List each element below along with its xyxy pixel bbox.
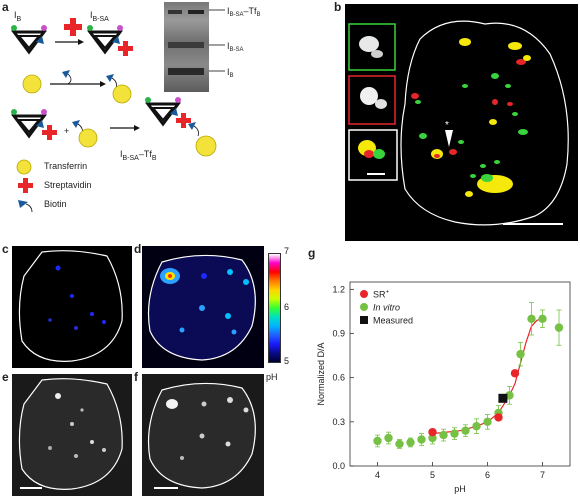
legend-label: SR+ xyxy=(373,290,390,300)
in-vitro-point xyxy=(450,429,459,438)
legend-label: Measured xyxy=(373,316,413,326)
legend-streptavidin-icon xyxy=(18,178,33,193)
panel-d-letter: d xyxy=(134,242,142,256)
asterisk-label: * xyxy=(445,120,449,131)
endosome-spots xyxy=(411,38,531,197)
in-vitro-point xyxy=(428,433,437,443)
data-points xyxy=(373,302,564,449)
panel-f-letter: f xyxy=(134,370,138,384)
y-axis-label: Normalized D/A xyxy=(316,342,326,405)
in-vitro-point xyxy=(554,323,564,332)
product-complex-icon xyxy=(145,97,217,157)
x-axis-ticks: 4 5 6 7 xyxy=(375,462,545,480)
ph-calibration-chart: 0.0 0.3 0.6 0.9 1.2 4 5 6 7 Normalized D/A pH S… xyxy=(316,281,571,494)
y-tick-label: 0.0 xyxy=(332,461,345,471)
gel-label-ib: IB xyxy=(227,67,234,79)
legend-biotin: Biotin xyxy=(44,199,67,209)
panel-a-schematic: IB IB-SA + xyxy=(11,10,217,213)
panel-b-image: * xyxy=(345,4,578,241)
legend-streptavidin-label: Streptavidin xyxy=(44,180,92,190)
chart-legend: SR+ In vitro Measured xyxy=(360,290,413,326)
y-tick-label: 0.9 xyxy=(332,329,345,339)
plot-frame xyxy=(349,281,571,467)
gel-annotations: IB-SA–TfB IB-SA IB xyxy=(209,6,261,79)
panel-b-letter: b xyxy=(334,0,342,14)
ibsa-reactant-icon xyxy=(11,109,57,140)
panel-g-letter: g xyxy=(308,246,316,260)
gel-image xyxy=(164,2,209,92)
streptavidin-icon xyxy=(64,18,82,36)
x-tick-label: 7 xyxy=(540,470,545,480)
in-vitro-point xyxy=(384,433,393,443)
in-vitro-point xyxy=(461,426,470,435)
colorbar-unit: pH xyxy=(266,372,278,382)
measured-point xyxy=(498,393,508,403)
ibsa-label: IB-SA xyxy=(90,10,109,23)
svg-text:+: + xyxy=(64,126,69,136)
x-tick-label: 6 xyxy=(485,470,490,480)
legend-streptavidin: Streptavidin xyxy=(44,180,92,190)
y-axis-ticks: 0.0 0.3 0.6 0.9 1.2 xyxy=(332,284,354,471)
y-tick-label: 1.2 xyxy=(332,284,345,294)
panel-c-letter: c xyxy=(2,242,9,256)
in-vitro-point xyxy=(395,439,404,449)
product-label: IB-SA–TfB xyxy=(120,149,157,162)
legend-transferrin-label: Transferrin xyxy=(44,161,88,171)
ib-triangle-icon xyxy=(11,25,47,55)
sr-point xyxy=(494,413,503,422)
cell-outline-e xyxy=(18,378,123,490)
legend-biotin-label: Biotin xyxy=(44,199,67,209)
legend-biotin-icon xyxy=(18,200,28,208)
legend-sr-marker xyxy=(360,290,368,298)
ib-label: IB xyxy=(14,10,22,23)
ph-colorbar xyxy=(268,253,281,363)
panel-e-image xyxy=(12,374,132,496)
in-vitro-point xyxy=(527,314,536,323)
panel-d-image xyxy=(142,246,264,368)
panel-e-letter: e xyxy=(2,370,9,384)
panel-a-letter: a xyxy=(2,0,9,14)
colorbar-tick-6: 6 xyxy=(284,302,290,312)
in-vitro-point xyxy=(538,314,547,323)
sr-point xyxy=(510,369,520,378)
colorbar-tick-5: 5 xyxy=(284,356,290,366)
panel-b-svg: * xyxy=(348,20,569,226)
cell-outline-c xyxy=(18,250,123,362)
in-vitro-point xyxy=(483,417,492,427)
in-vitro-point xyxy=(472,422,481,431)
x-axis-label: pH xyxy=(454,484,466,494)
colorbar-tick-7: 7 xyxy=(284,246,290,256)
gel-label-ibsa: IB-SA xyxy=(227,41,244,53)
ibsa-triangle-icon xyxy=(87,25,133,56)
cell-outline xyxy=(400,20,569,226)
transferrin-icon xyxy=(22,74,42,94)
x-tick-label: 4 xyxy=(375,470,380,480)
legend-transferrin: Transferrin xyxy=(44,161,87,171)
x-tick-label: 5 xyxy=(430,470,435,480)
sr-point xyxy=(428,427,437,437)
panel-c-image xyxy=(12,246,132,368)
legend-in-vitro-marker xyxy=(360,303,368,311)
biotin-icon xyxy=(62,70,70,78)
panel-f-image xyxy=(142,374,264,496)
in-vitro-point xyxy=(373,436,382,446)
in-vitro-point xyxy=(406,438,415,447)
in-vitro-point xyxy=(439,430,448,440)
gel-label-product: IB-SA–TfB xyxy=(227,6,261,18)
legend-transferrin-icon xyxy=(16,159,32,175)
y-tick-label: 0.3 xyxy=(332,417,345,427)
in-vitro-point xyxy=(516,349,525,359)
in-vitro-point xyxy=(417,435,426,444)
legend-measured-marker xyxy=(360,316,368,324)
legend-label: In vitro xyxy=(373,303,400,313)
arrowhead-icon xyxy=(445,130,453,147)
y-tick-label: 0.6 xyxy=(332,373,345,383)
